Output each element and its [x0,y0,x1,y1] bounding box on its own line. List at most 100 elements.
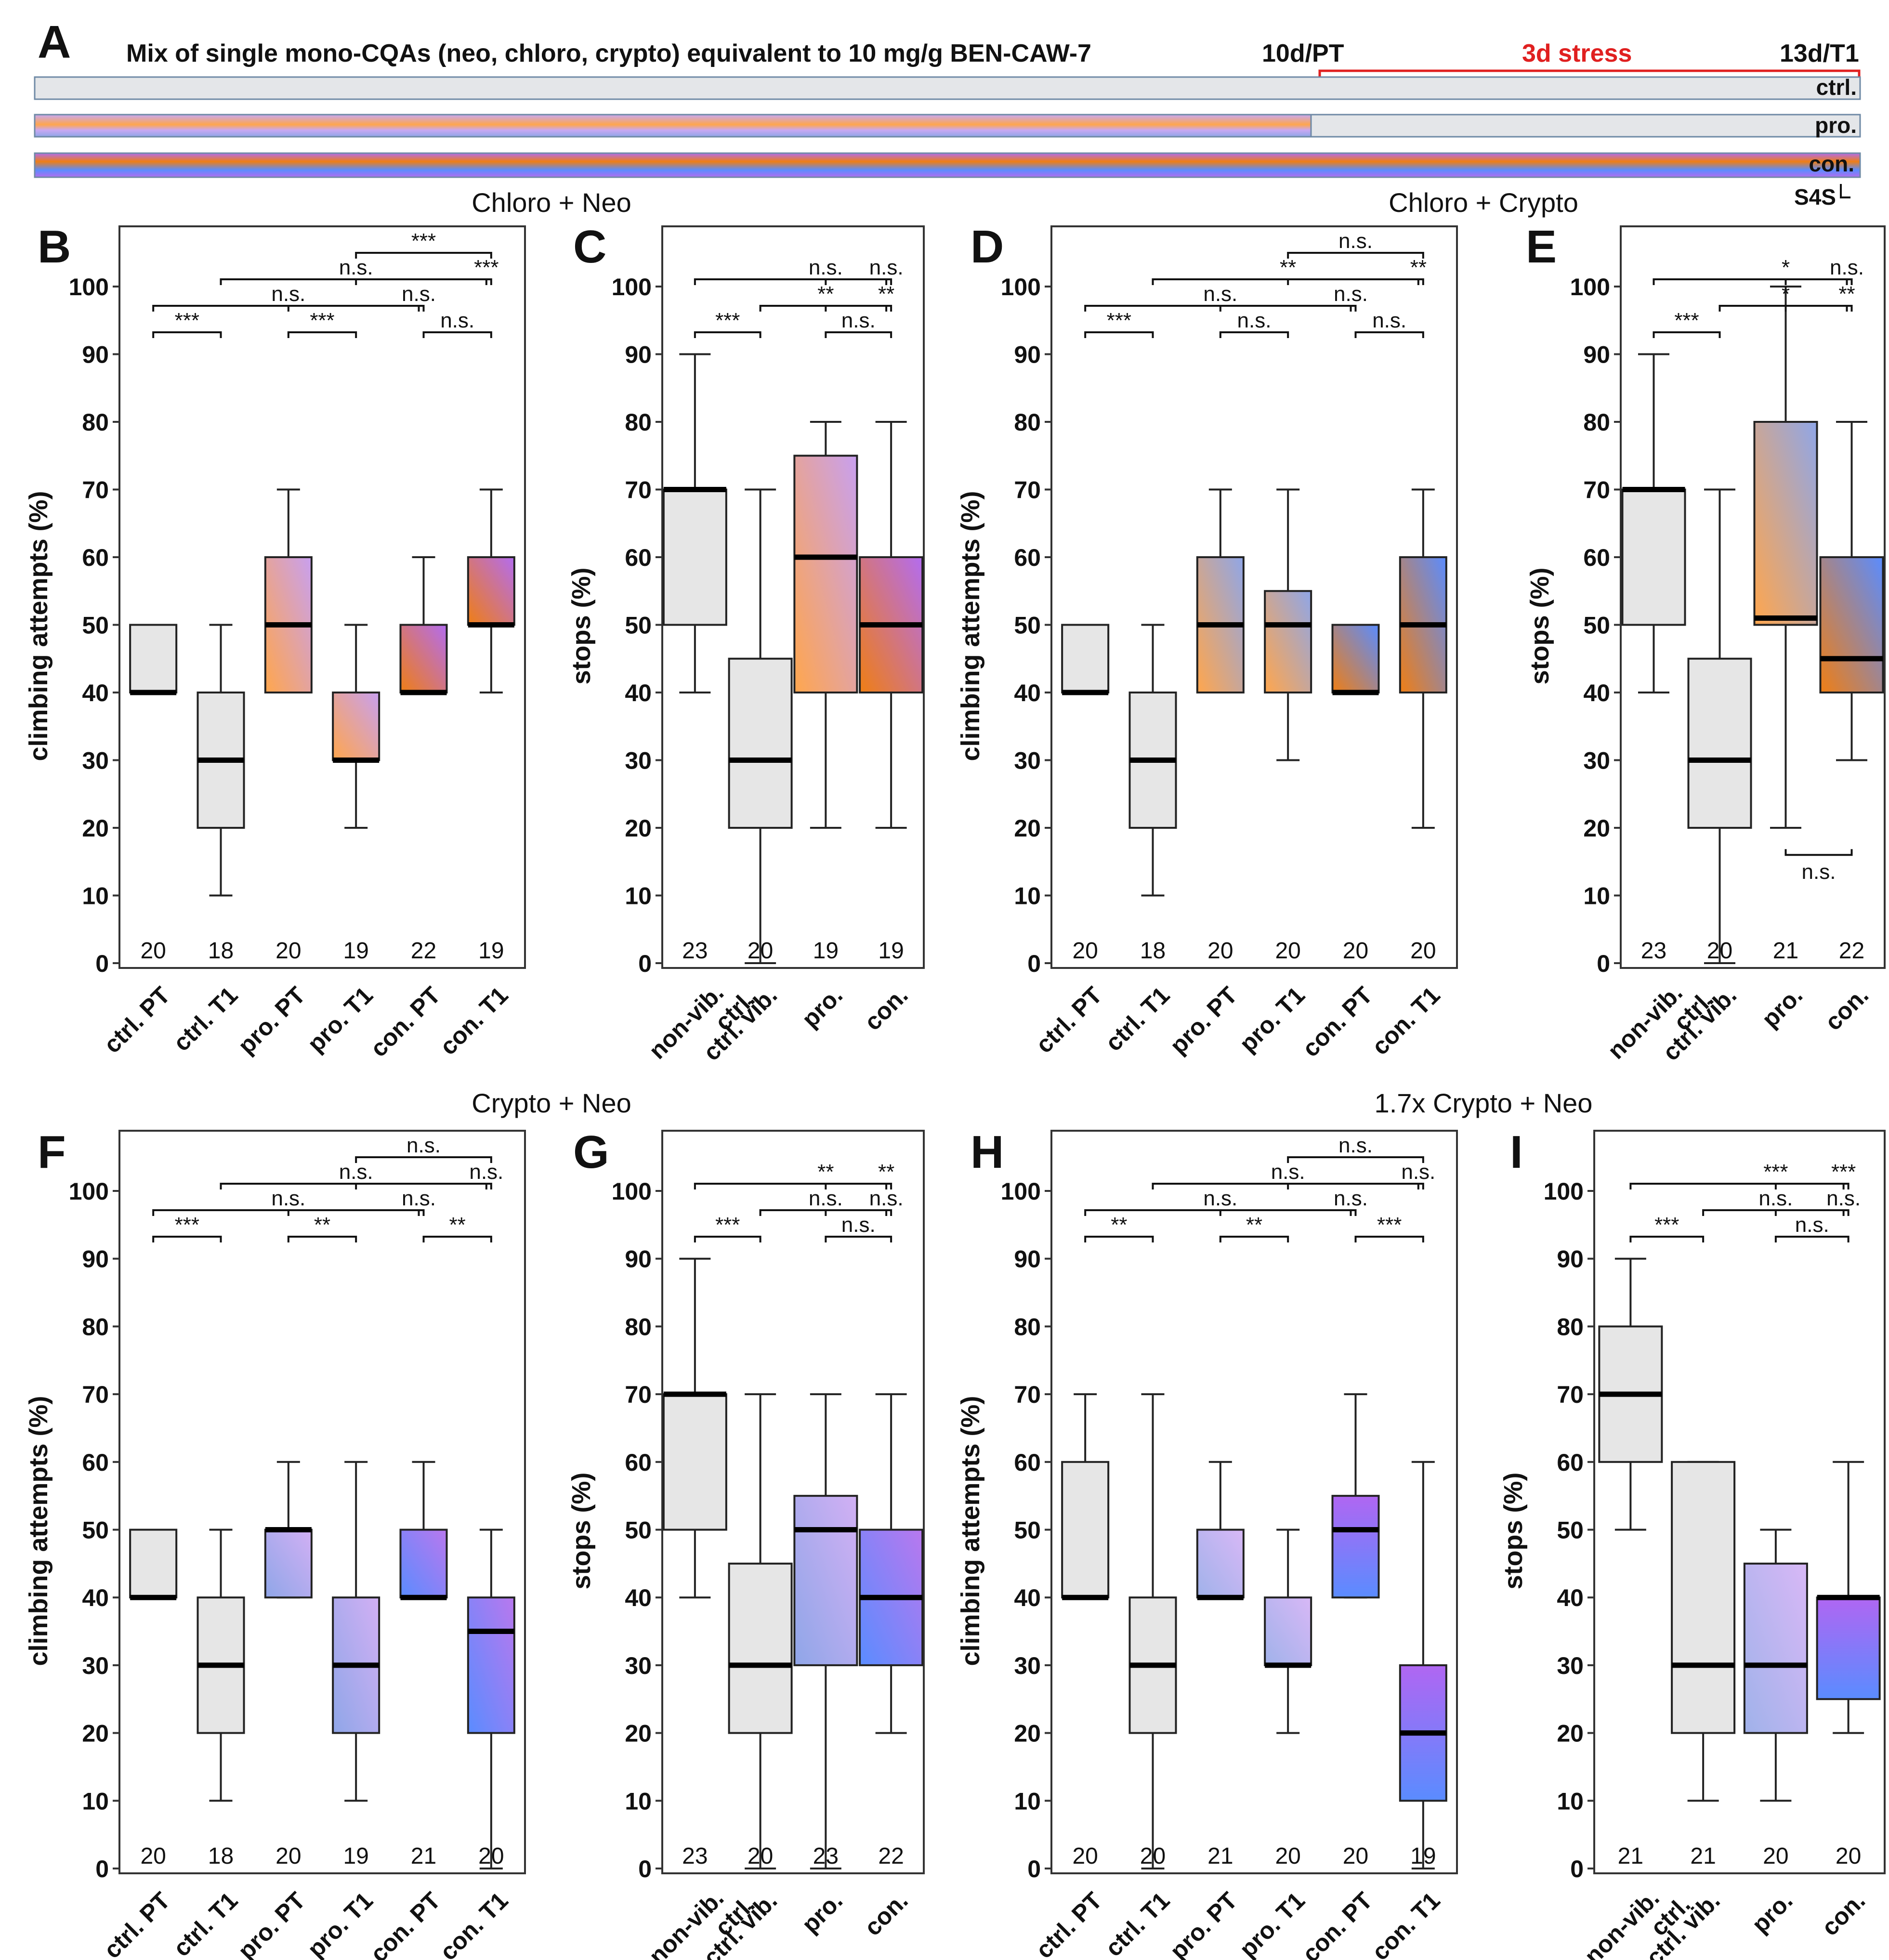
significance-bracket [1084,331,1154,338]
y-tick-label: 50 [82,1517,109,1544]
significance-label: *** [175,1213,199,1237]
n-label: 22 [878,1843,904,1869]
plot-frame [1620,225,1886,969]
y-tick-label: 70 [1014,1381,1041,1408]
significance-bracket [1784,849,1853,856]
box-iqr [1196,1529,1245,1599]
box-iqr [129,624,178,693]
box-con-pt [399,1461,448,1600]
significance-label: n.s. [271,1187,305,1210]
y-tick-label: 40 [625,1584,652,1611]
y-tick-label: 20 [82,1720,109,1747]
y-tick-label: 80 [82,1313,109,1340]
n-label: 20 [1707,938,1732,964]
y-tick-label: 20 [1583,815,1610,842]
n-label: 20 [1275,938,1300,964]
box-iqr [332,692,380,761]
n-label: 19 [813,938,839,964]
box-ctrl-pt [129,624,178,695]
significance-bracket [694,1236,761,1242]
box-ctrl-pt [1061,624,1110,695]
box-iqr [1753,421,1818,626]
y-tick-label: 30 [82,747,109,774]
y-tick-label: 70 [1014,477,1041,504]
y-tick-label: 100 [1544,1178,1584,1205]
box-iqr [264,1529,313,1599]
x-tick-label: con. T1 [1366,1887,1445,1960]
y-axis-label: stops (%) [1525,568,1554,685]
box-iqr [728,657,793,829]
significance-bracket [825,331,892,338]
y-tick-label: 100 [69,274,109,301]
box-iqr [1621,488,1686,626]
significance-label: ** [1246,1213,1262,1237]
x-tick-label: con. PT [1297,1887,1377,1960]
significance-bracket [1354,1236,1424,1242]
y-tick-label: 60 [1014,544,1041,571]
box-iqr [1061,624,1110,693]
y-tick-label: 60 [625,1449,652,1476]
y-tick-label: 0 [1570,1855,1584,1882]
significance-label: n.s. [440,309,474,332]
y-tick-label: 100 [1570,274,1610,301]
n-label: 23 [813,1843,839,1869]
n-label: 18 [208,1843,234,1869]
n-label: 20 [275,938,301,964]
y-tick-label: 100 [1001,274,1041,301]
significance-label: n.s. [339,1160,373,1184]
panel-letter: E [1526,221,1557,273]
x-tick-label: pro. PT [1165,1887,1242,1960]
significance-label: n.s. [1758,1187,1793,1210]
y-tick-label: 10 [1557,1788,1584,1815]
y-tick-label: 60 [1583,544,1610,571]
y-tick-label: 90 [1014,1246,1041,1273]
n-label: 21 [1207,1843,1233,1869]
y-tick-label: 100 [612,1178,652,1205]
plot-frame [1593,1130,1886,1874]
significance-label: n.s. [1372,309,1406,332]
y-tick-label: 0 [638,950,652,977]
significance-label: n.s. [1338,229,1373,253]
y-tick-label: 40 [1014,679,1041,706]
n-label: 20 [1836,1843,1861,1869]
y-tick-label: 80 [625,409,652,436]
significance-label: n.s. [1795,1213,1829,1237]
x-tick-label: con. [859,1887,913,1941]
n-label: 21 [1773,938,1798,964]
n-label: 18 [1140,938,1166,964]
y-tick-label: 100 [1001,1178,1041,1205]
y-tick-label: 50 [1557,1517,1584,1544]
box-pro-pt [264,488,313,693]
significance-bracket [1219,331,1289,338]
x-tick-label: con. PT [365,981,446,1062]
y-tick-label: 60 [82,1449,109,1476]
box-iqr [129,1529,178,1599]
box-con- [859,1393,924,1734]
panel-i: I 0 10 20 30 40 50 60 70 80 90 100 stops (%) 21 21 20 20… [1499,1126,1886,1960]
significance-label: ** [1111,1213,1127,1237]
box-con- [859,421,924,829]
n-label: 18 [208,938,234,964]
significance-bracket [287,1236,357,1242]
box-iqr [1061,1461,1110,1599]
n-label: 20 [1275,1843,1300,1869]
significance-bracket [355,252,492,259]
y-tick-label: 70 [1557,1381,1584,1408]
significance-label: n.s. [1271,1160,1305,1184]
y-tick-label: 10 [625,883,652,910]
box-pro- [1753,286,1818,829]
x-tick-label: con. [859,981,913,1035]
y-tick-label: 80 [1014,409,1041,436]
significance-label: n.s. [339,256,373,279]
pt-label: 10d/PT [1262,39,1344,67]
n-label: 19 [1410,1843,1436,1869]
significance-label: ** [817,1160,834,1184]
plot-frame [118,225,526,969]
box-non-vib-ctrl- [662,353,727,693]
x-tick-label: pro. PT [1165,981,1242,1059]
box-ctrl-pt [1061,1393,1110,1600]
x-tick-label: con. T1 [1366,981,1445,1060]
n-label: 23 [682,938,708,964]
y-tick-label: 60 [1557,1449,1584,1476]
panel-d: D 0 10 20 30 40 50 60 70 80 90 100 climbing attempts… [956,221,1458,1062]
